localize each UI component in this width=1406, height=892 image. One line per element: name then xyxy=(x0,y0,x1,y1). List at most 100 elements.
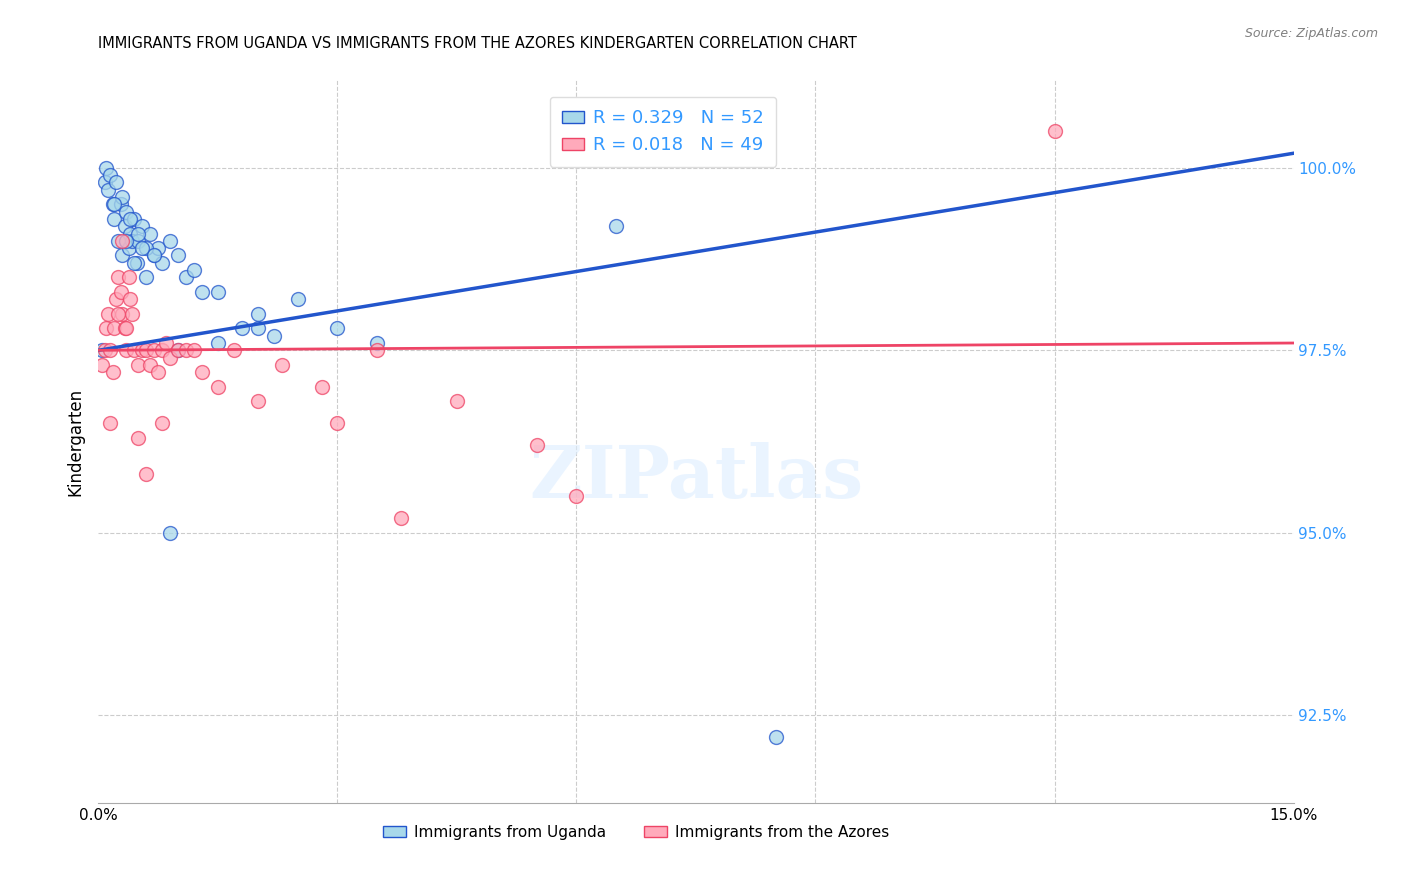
Point xyxy=(183,263,205,277)
Point xyxy=(765,730,787,744)
Point xyxy=(148,365,170,379)
Point xyxy=(167,343,190,358)
Point xyxy=(131,343,153,358)
Point xyxy=(121,234,143,248)
Point xyxy=(183,343,205,358)
Point xyxy=(101,365,124,379)
Point xyxy=(103,211,125,226)
Point xyxy=(222,343,245,358)
Point xyxy=(246,307,269,321)
Point xyxy=(110,285,132,299)
Point xyxy=(159,525,181,540)
Point xyxy=(246,321,269,335)
Point xyxy=(131,219,153,234)
Point xyxy=(94,343,117,358)
Point xyxy=(143,248,166,262)
Point xyxy=(97,183,120,197)
Point xyxy=(111,248,134,262)
Point xyxy=(101,197,124,211)
Point xyxy=(167,343,190,358)
Point xyxy=(143,248,166,262)
Text: IMMIGRANTS FROM UGANDA VS IMMIGRANTS FROM THE AZORES KINDERGARTEN CORRELATION CH: IMMIGRANTS FROM UGANDA VS IMMIGRANTS FRO… xyxy=(98,36,858,51)
Point xyxy=(174,270,197,285)
Point xyxy=(121,307,143,321)
Point xyxy=(118,241,141,255)
Point xyxy=(107,307,129,321)
Point xyxy=(103,197,125,211)
Point xyxy=(565,489,588,503)
Point xyxy=(104,292,127,306)
Point xyxy=(120,211,142,226)
Point xyxy=(97,307,120,321)
Point xyxy=(111,190,134,204)
Point xyxy=(526,438,548,452)
Point xyxy=(1043,124,1066,138)
Point xyxy=(98,343,122,358)
Point xyxy=(111,234,134,248)
Point xyxy=(124,343,146,358)
Point xyxy=(115,343,138,358)
Point xyxy=(174,343,197,358)
Point xyxy=(366,343,388,358)
Point xyxy=(207,380,229,394)
Point xyxy=(91,343,114,358)
Point xyxy=(311,380,333,394)
Point xyxy=(135,467,157,482)
Point xyxy=(98,417,122,431)
Point xyxy=(159,234,181,248)
Point xyxy=(127,358,149,372)
Point xyxy=(148,241,170,255)
Point xyxy=(115,234,138,248)
Point xyxy=(207,285,229,299)
Point xyxy=(143,343,166,358)
Point xyxy=(263,328,285,343)
Point xyxy=(246,394,269,409)
Point xyxy=(135,270,157,285)
Point xyxy=(114,321,136,335)
Point xyxy=(150,417,173,431)
Point xyxy=(94,176,117,190)
Point xyxy=(103,321,125,335)
Point xyxy=(124,256,146,270)
Point xyxy=(114,219,136,234)
Legend: Immigrants from Uganda, Immigrants from the Azores: Immigrants from Uganda, Immigrants from … xyxy=(377,819,896,846)
Point xyxy=(191,365,214,379)
Point xyxy=(96,161,118,175)
Point xyxy=(155,336,177,351)
Point xyxy=(107,270,129,285)
Point xyxy=(118,270,141,285)
Point xyxy=(287,292,309,306)
Point xyxy=(159,351,181,365)
Point xyxy=(605,219,627,234)
Point xyxy=(127,227,149,241)
Point xyxy=(104,176,127,190)
Point xyxy=(135,343,157,358)
Point xyxy=(446,394,468,409)
Point xyxy=(131,241,153,255)
Point xyxy=(191,285,214,299)
Point xyxy=(150,343,173,358)
Point xyxy=(115,321,138,335)
Point xyxy=(107,234,129,248)
Point xyxy=(120,227,142,241)
Point xyxy=(125,256,148,270)
Point xyxy=(115,204,138,219)
Point xyxy=(127,431,149,445)
Point xyxy=(98,168,122,182)
Point xyxy=(139,358,162,372)
Text: Source: ZipAtlas.com: Source: ZipAtlas.com xyxy=(1244,27,1378,40)
Point xyxy=(231,321,253,335)
Point xyxy=(326,321,349,335)
Point xyxy=(270,358,292,372)
Point xyxy=(135,241,157,255)
Point xyxy=(120,292,142,306)
Point xyxy=(389,511,412,525)
Point xyxy=(110,197,132,211)
Point xyxy=(167,248,190,262)
Point xyxy=(124,211,146,226)
Point xyxy=(150,256,173,270)
Point xyxy=(91,358,114,372)
Point xyxy=(207,336,229,351)
Point xyxy=(127,234,149,248)
Point xyxy=(139,227,162,241)
